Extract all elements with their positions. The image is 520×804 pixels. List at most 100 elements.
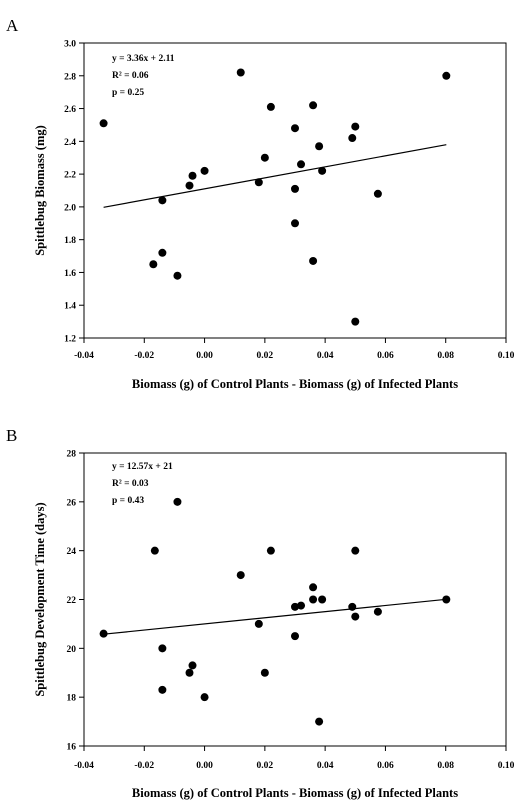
data-point [236,68,245,77]
data-point [348,134,357,143]
data-point [185,668,194,677]
x-tick-label: 0.06 [377,761,394,771]
stat-annotation-line: R² = 0.03 [112,479,149,489]
data-point [442,595,451,604]
y-tick-label: 2.4 [64,138,76,148]
y-tick-label: 1.8 [64,236,76,246]
y-tick-label: 2.8 [64,72,76,82]
data-point [149,260,158,269]
data-point [185,181,194,190]
y-tick-label: 22 [67,596,77,606]
y-tick-label: 1.2 [64,335,76,345]
data-point [373,189,382,198]
y-tick-label: 16 [67,743,77,753]
data-point [291,632,299,641]
stat-annotation-line: y = 3.36x + 2.11 [112,54,175,64]
x-tick-label: 0.00 [196,351,213,361]
data-point [158,685,167,694]
y-tick-label: 26 [67,498,77,508]
x-axis-label: Biomass (g) of Control Plants - Biomass … [132,786,458,800]
x-tick-label: 0.00 [196,761,213,771]
regression-line [103,598,447,635]
data-point [260,668,269,677]
y-tick-label: 24 [67,547,77,557]
data-point [297,160,306,169]
data-point [188,661,197,670]
data-point [373,607,382,616]
data-point [309,256,318,265]
x-tick-label: 0.06 [377,351,394,361]
data-point [158,248,167,257]
panel-letter: B [6,426,17,445]
data-point [99,119,108,128]
y-axis-label: Spittlebug Biomass (mg) [33,125,47,256]
data-point [318,595,327,604]
x-tick-label: 0.04 [317,351,334,361]
y-axis-label: Spittlebug Development Time (days) [33,502,47,696]
data-point [173,271,182,280]
data-point [309,595,318,604]
data-point [200,166,209,175]
data-point [99,629,108,638]
data-point [291,219,299,228]
plot-frame [83,42,507,339]
y-tick-label: 28 [67,450,77,460]
data-point [188,171,197,180]
stat-annotation-line: y = 12.57x + 21 [112,462,173,472]
data-point [291,602,299,611]
data-point [351,317,360,326]
x-tick-label: 0.02 [257,761,274,771]
data-point [348,602,357,611]
x-tick-label: -0.04 [74,761,94,771]
x-tick-label: -0.02 [134,351,154,361]
x-tick-label: 0.10 [498,761,515,771]
data-point [297,601,306,610]
data-point [254,619,263,628]
y-tick-label: 3.0 [64,40,76,50]
data-point [266,102,275,111]
y-tick-label: 18 [67,694,77,704]
chart-panel-a: A -0.04 -0.02 0.00 0.02 0.04 0.06 0.08 0.10 1.2 1.… [6,16,515,391]
y-tick-label: 1.6 [64,269,76,279]
panel-letter: A [6,16,19,35]
x-tick-label: -0.02 [134,761,154,771]
data-point [351,546,360,555]
data-point [309,101,318,110]
y-tick-label: 2.2 [64,171,76,181]
y-tick-label: 2.0 [64,203,76,213]
y-tick-label: 20 [67,645,77,655]
stat-annotation-line: p = 0.43 [112,496,144,506]
data-point [158,644,167,653]
data-point [351,122,360,131]
data-point [291,184,299,193]
y-tick-label: 1.4 [64,302,76,312]
data-point [315,142,324,151]
x-axis-label: Biomass (g) of Control Plants - Biomass … [132,377,458,391]
chart-panel-b: B -0.04 -0.02 0.00 0.02 0.04 0.06 0.08 0.10 16 18 2… [6,426,515,800]
regression-line [103,144,447,208]
data-point [158,196,167,205]
x-tick-label: 0.10 [498,351,515,361]
data-point [254,178,263,187]
data-point [442,71,451,80]
data-point [260,153,269,162]
data-point [150,546,159,555]
x-tick-label: 0.04 [317,761,334,771]
x-tick-label: 0.08 [437,351,454,361]
stat-annotation-line: R² = 0.06 [112,71,149,81]
data-point [200,693,209,702]
x-tick-label: 0.02 [257,351,274,361]
data-point [236,571,245,580]
data-point [351,612,360,621]
data-point [318,166,327,175]
data-point [291,124,299,133]
data-point [266,546,275,555]
y-tick-label: 2.6 [64,105,76,115]
stat-annotation-line: p = 0.25 [112,88,144,98]
x-tick-label: 0.08 [437,761,454,771]
data-point [173,497,182,506]
x-tick-label: -0.04 [74,351,94,361]
data-point [309,583,318,592]
data-point [315,717,324,726]
